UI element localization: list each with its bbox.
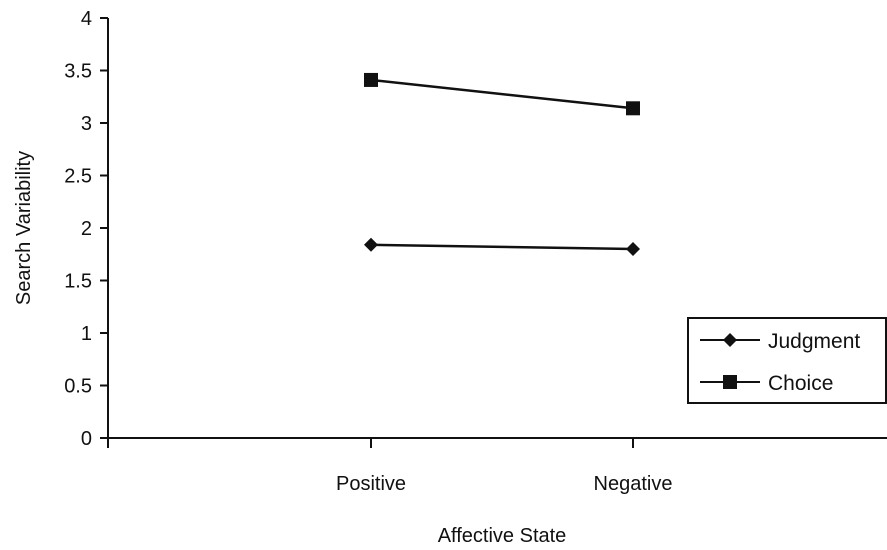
x-tick-label: Positive	[336, 473, 406, 495]
y-tick-label: 2	[81, 218, 92, 240]
data-point-judgment	[364, 238, 378, 252]
series-line-choice	[371, 80, 633, 108]
y-tick-label: 4	[81, 8, 92, 30]
legend: Judgment Choice	[688, 318, 886, 403]
y-tick-label: 0.5	[64, 376, 92, 398]
data-point-choice	[626, 101, 640, 115]
x-axis-title: Affective State	[438, 525, 567, 547]
legend-marker-choice	[723, 375, 737, 389]
y-tick-label: 3.5	[64, 61, 92, 83]
legend-label-choice: Choice	[768, 372, 833, 395]
y-tick-label: 1.5	[64, 271, 92, 293]
y-tick-label: 2.5	[64, 166, 92, 188]
y-tick-label: 3	[81, 113, 92, 135]
y-axis-title: Search Variability	[13, 151, 35, 305]
y-tick-label: 1	[81, 323, 92, 345]
x-axis: Positive Negative	[108, 438, 887, 495]
y-axis: 0 0.5 1 1.5 2 2.5 3 3.5 4	[64, 8, 108, 450]
legend-label-judgment: Judgment	[768, 330, 860, 353]
y-tick-label: 0	[81, 428, 92, 450]
series-group	[364, 73, 640, 256]
data-point-judgment	[626, 242, 640, 256]
series-line-judgment	[371, 245, 633, 249]
data-point-choice	[364, 73, 378, 87]
x-tick-label: Negative	[594, 473, 673, 495]
